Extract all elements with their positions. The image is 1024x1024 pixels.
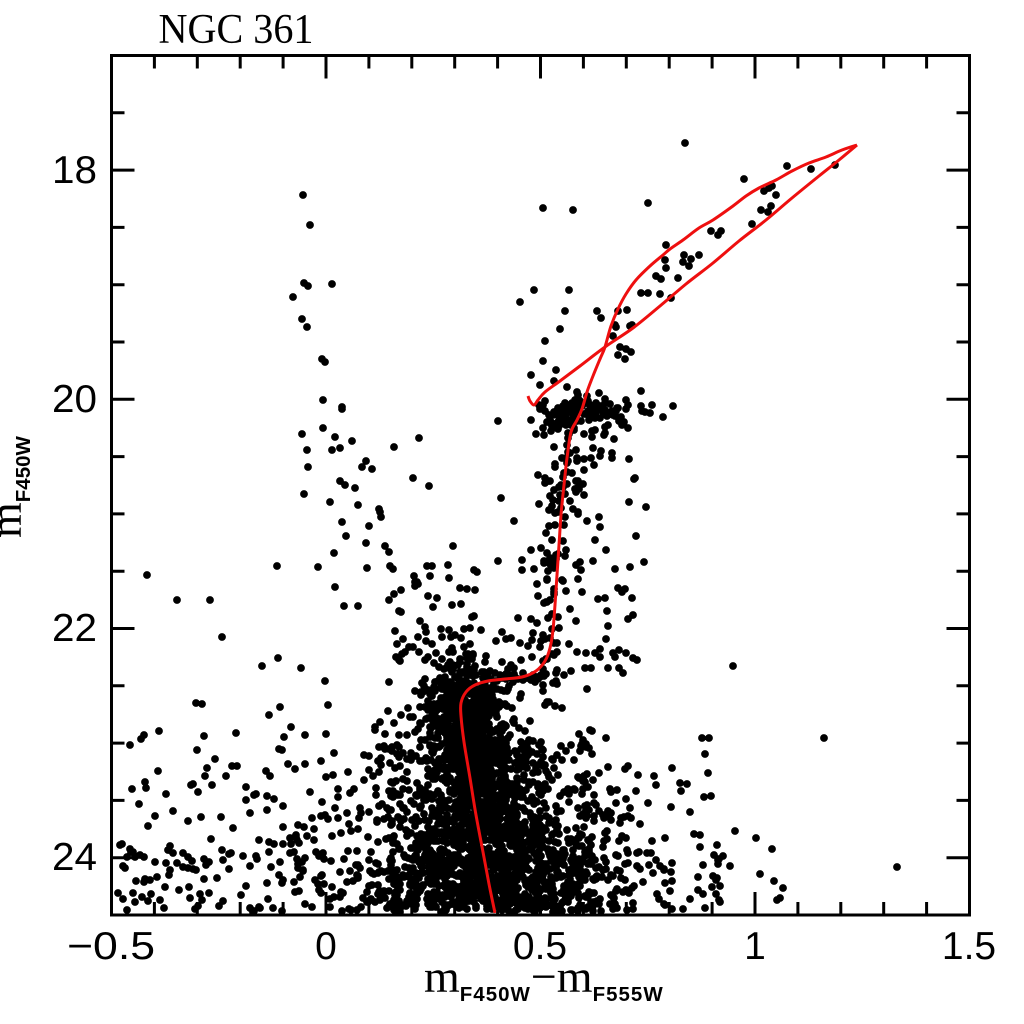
svg-text:18: 18 [52, 149, 97, 192]
svg-text:0.5: 0.5 [513, 925, 567, 968]
svg-text:22: 22 [52, 607, 97, 650]
svg-text:24: 24 [52, 836, 97, 879]
svg-text:0: 0 [315, 925, 337, 968]
svg-text:20: 20 [52, 378, 97, 421]
svg-text:1.5: 1.5 [942, 925, 996, 968]
svg-text:NGC 361: NGC 361 [159, 7, 314, 53]
svg-text:−0.5: −0.5 [67, 925, 155, 968]
svg-text:1: 1 [744, 925, 766, 968]
